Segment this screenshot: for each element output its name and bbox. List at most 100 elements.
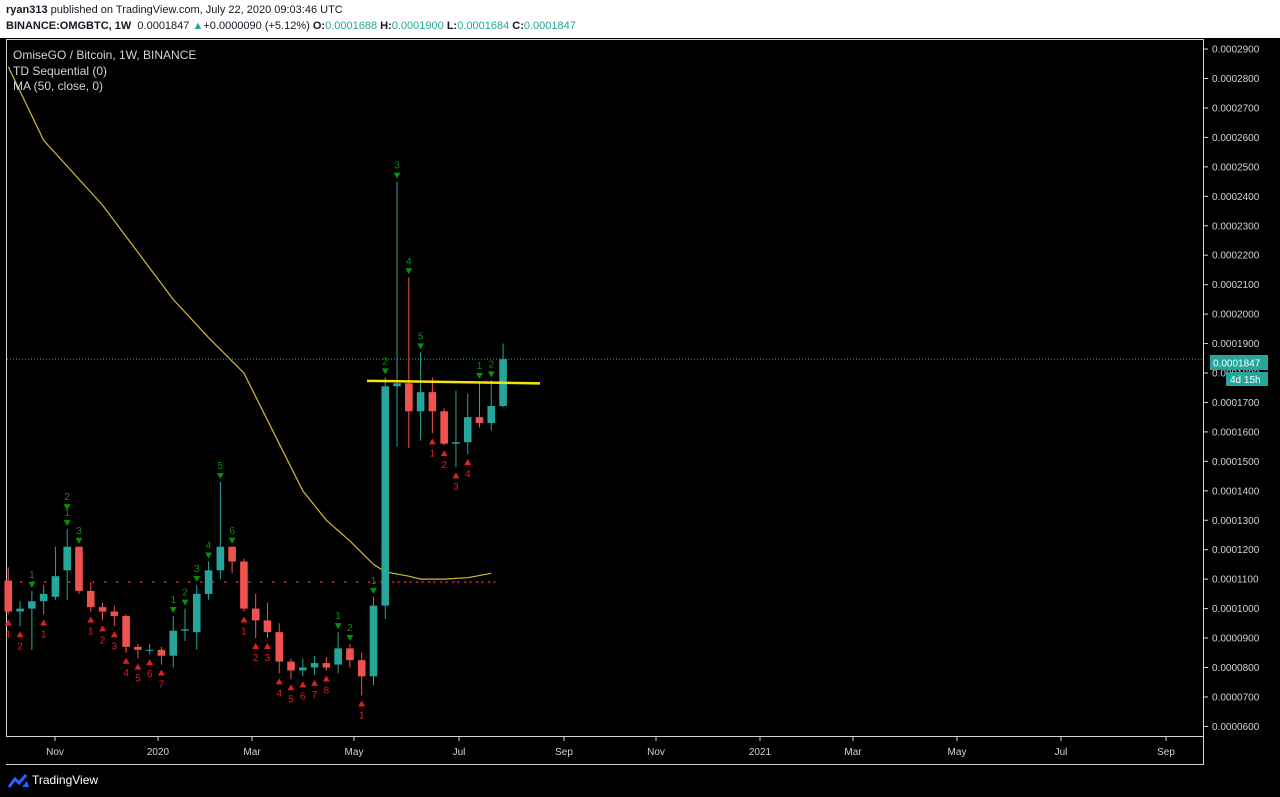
td-sell-count: 2 [17,641,23,652]
td-buy-count: 2 [64,492,70,503]
open-value: 0.0001688 [325,20,378,32]
time-tick-label: Mar [844,747,862,758]
candle-body [487,405,496,424]
candle-body [334,648,342,665]
td-buy-count: 1 [29,570,35,581]
td-sell-count: 3 [453,482,459,493]
drawings-group [366,379,541,385]
candle-body [204,570,213,594]
td-buy-arrow-icon [393,172,401,179]
td-sell-arrow-icon [252,643,260,650]
price-tick-label: 0.0002800 [1212,74,1260,85]
candle-body [145,649,154,651]
candle-body [240,561,248,609]
td-buy-count: 1 [477,361,483,372]
price-tick-label: 0.0001100 [1212,575,1259,586]
td-sell-count: 6 [147,669,153,680]
time-tick-label: Jul [1055,747,1068,758]
td-sell-count: 1 [6,629,12,640]
tradingview-brand[interactable]: TradingView [32,773,99,787]
chart-legend: OmiseGO / Bitcoin, 1W, BINANCE TD Sequen… [13,48,196,95]
price-tick-label: 0.0002000 [1212,310,1260,321]
td-sell-arrow-icon [287,684,295,691]
candle-body [299,667,307,671]
candle-body [181,629,189,631]
ma-line-group [7,66,492,580]
td-buy-count: 3 [394,161,400,172]
td-buy-arrow-icon [193,576,201,583]
td-buy-count: 1 [371,576,377,587]
legend-indicator-td[interactable]: TD Sequential (0) [13,63,108,78]
td-sell-arrow-icon [134,663,142,670]
candle-body [463,417,472,443]
candle-body [475,417,484,424]
price-tick-label: 0.0001300 [1212,516,1260,527]
td-sell-count: 2 [441,460,447,471]
candle-body [369,605,378,677]
td-buy-arrow-icon [476,372,483,379]
td-buy-arrow-icon [75,537,83,544]
candle-body [228,546,236,562]
countdown-box [1226,372,1268,386]
price-tick-label: 0.0000800 [1212,663,1260,674]
high-value: 0.0001900 [391,20,444,32]
change-up-icon: ▲ [192,20,204,32]
td-buy-arrow-icon [216,472,224,479]
time-tick-label: Sep [1157,747,1175,758]
countdown-value: 4d 15h [1230,375,1261,386]
td-buy-arrow-icon [205,552,213,559]
candle-body [192,593,201,633]
candle-body [4,580,13,612]
price-tick-label: 0.0001000 [1212,604,1260,615]
candle-body [405,383,413,412]
candle-body [51,576,60,597]
td-sell-count: 6 [300,691,306,702]
td-buy-count: 6 [229,526,235,537]
price-tick-label: 0.0000600 [1212,722,1260,733]
price-tick-label: 0.0002200 [1212,251,1260,262]
legend-title[interactable]: OmiseGO / Bitcoin, 1W, BINANCE [13,48,197,62]
price-axis[interactable]: 0.0002900 0.0002800 0.0002700 0.0002600 0.00… [1203,45,1260,733]
publish-info: published on TradingView.com, July 22, 2… [47,4,343,16]
candle-body [39,593,48,602]
price-tick-label: 0.0002400 [1212,192,1260,203]
candle-body [416,392,425,412]
td-sell-arrow-icon [428,438,436,445]
candle-body [346,648,354,661]
td-sell-arrow-icon [99,625,107,632]
legend-indicator-ma[interactable]: MA (50, close, 0) [13,79,104,93]
td-sell-count: 1 [359,710,365,721]
td-sell-count: 7 [312,690,318,701]
candle-body [16,608,24,612]
author-name[interactable]: ryan313 [6,4,48,16]
candle-body [134,646,142,650]
footer-bar: TradingView [0,767,1280,797]
td-buy-count: 1 [64,508,70,519]
td-buy-arrow-icon [28,581,36,588]
candle-body [110,611,119,616]
td-sell-arrow-icon [87,616,95,623]
td-sell-arrow-icon [157,669,165,676]
plot-border [6,39,1204,737]
td-buy-arrow-icon [169,606,177,613]
candle-body [310,663,319,668]
td-buy-count: 1 [170,595,176,606]
td-buy-count: 5 [418,331,424,342]
td-sell-arrow-icon [322,675,330,682]
td-sell-arrow-icon [263,643,271,650]
td-sell-arrow-icon [440,450,448,457]
td-buy-arrow-icon [63,520,71,527]
support-line-drawing [366,379,541,385]
price-change: +0.0000090 (+5.12%) [203,20,310,32]
time-tick-label: May [948,747,967,758]
td-buy-arrow-icon [228,537,236,544]
time-axis[interactable]: Nov 2020 Mar May Jul Sep Nov 2021 Mar May Jul Sep [46,737,1175,758]
candle-body [63,546,71,571]
td-buy-count: 3 [194,564,200,575]
low-label: L: [446,20,458,32]
td-buy-arrow-icon [334,623,342,630]
price-tick-label: 0.0002900 [1212,45,1260,56]
tradingview-logo-icon[interactable] [8,773,30,789]
